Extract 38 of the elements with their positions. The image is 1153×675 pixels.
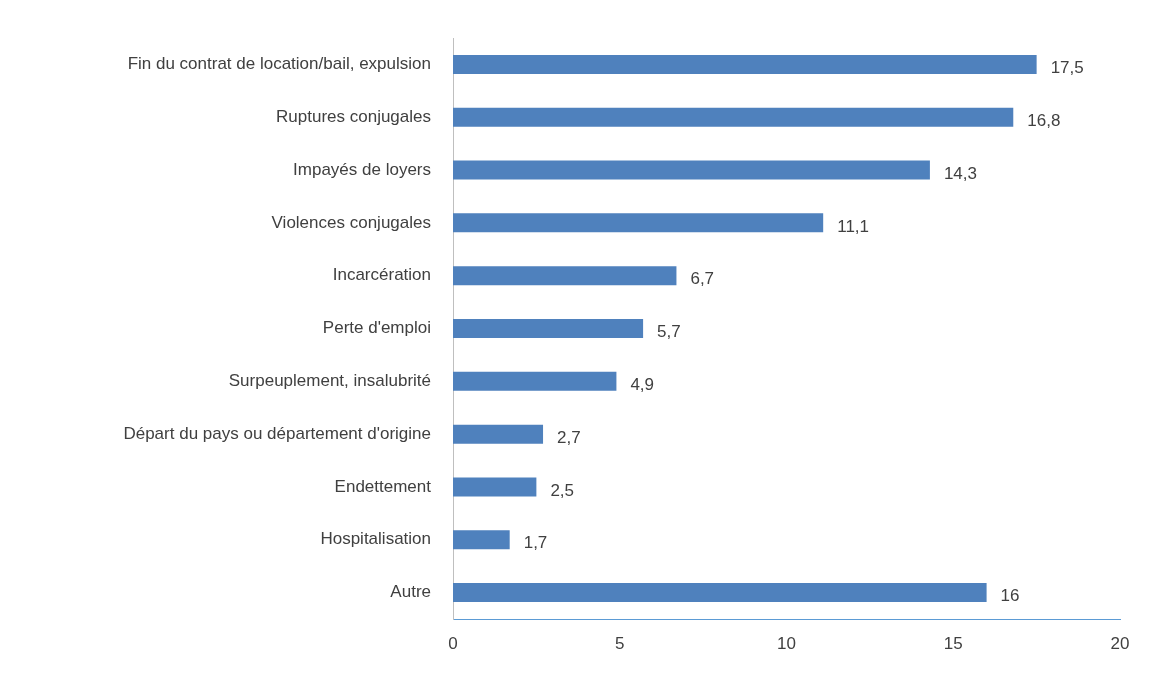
data-label: 16,8 [1027,110,1061,130]
data-label: 16 [1000,586,1020,606]
y-tick-label: Incarcération [332,265,431,285]
bar [453,54,1037,74]
y-tick-label: Fin du contrat de location/bail, expulsion [127,54,431,74]
y-tick-label: Endettement [334,476,432,496]
bar [453,213,824,233]
data-label: 4,9 [630,375,655,395]
y-tick-label: Départ du pays ou département d'origine [123,423,431,443]
y-tick-label: Perte d'emploi [322,318,431,338]
bar [453,107,1014,127]
bar [453,477,537,497]
data-label: 1,7 [523,533,548,553]
bar [453,160,930,180]
bar [453,424,544,444]
bar [453,266,677,286]
bar [453,583,987,603]
data-label: 6,7 [690,269,715,289]
bar [453,530,510,550]
y-tick-label: Violences conjugales [271,212,431,232]
data-label: 17,5 [1050,58,1084,78]
data-label: 11,1 [837,216,870,236]
y-tick-label: Impayés de loyers [293,159,431,179]
x-tick-label: 0 [448,633,458,653]
y-tick-label: Surpeuplement, insalubrité [228,371,431,391]
data-label: 5,7 [657,322,681,342]
data-label: 2,5 [550,480,575,500]
data-label: 14,3 [943,163,977,183]
y-tick-label: Hospitalisation [320,529,431,549]
data-label: 2,7 [557,427,581,447]
x-tick-label: 10 [777,633,796,653]
bar [453,318,644,339]
x-tick-label: 5 [615,633,625,653]
y-tick-label: Ruptures conjugales [276,106,431,126]
x-tick-label: 20 [1110,633,1130,653]
x-tick-label: 15 [943,633,963,653]
y-tick-label: Autre [390,582,431,602]
bar [453,371,617,391]
